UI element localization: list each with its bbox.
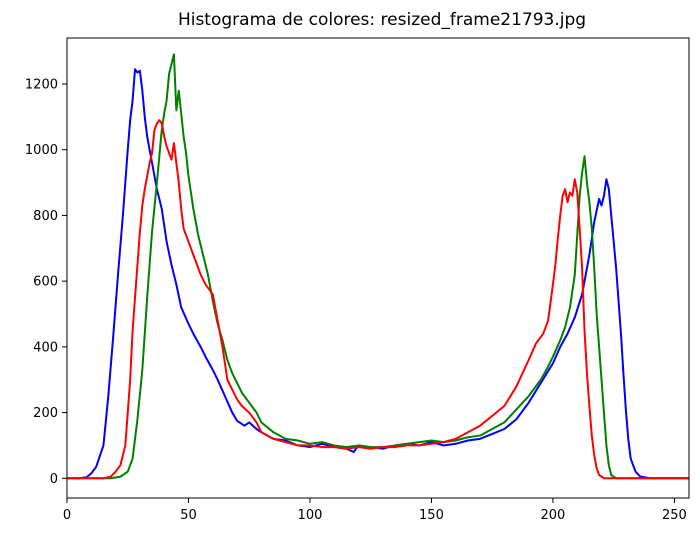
x-tick-label: 0	[63, 508, 71, 523]
y-axis: 0 200 400 600 800 1000 1200	[25, 78, 67, 487]
x-tick-label: 250	[662, 508, 687, 523]
x-tick-label: 50	[180, 508, 197, 523]
plot-frame	[66, 37, 690, 499]
chart-title: Histograma de colores: resized_frame2179…	[178, 10, 586, 30]
series-line-3	[67, 119, 689, 480]
series-layer	[67, 53, 689, 480]
series-line-2	[67, 53, 689, 480]
y-tick-label: 200	[33, 406, 58, 421]
y-tick-label: 1000	[25, 143, 58, 158]
x-tick-label: 100	[298, 508, 323, 523]
y-tick-label: 800	[33, 209, 58, 224]
x-axis: 0 50 100 150 200 250	[63, 498, 687, 523]
x-tick-label: 150	[419, 508, 444, 523]
y-tick-label: 400	[33, 340, 58, 355]
y-tick-label: 600	[33, 275, 58, 290]
y-tick-label: 0	[50, 472, 58, 487]
x-tick-label: 200	[541, 508, 566, 523]
y-tick-label: 1200	[25, 78, 58, 93]
series-line-1	[67, 68, 689, 480]
